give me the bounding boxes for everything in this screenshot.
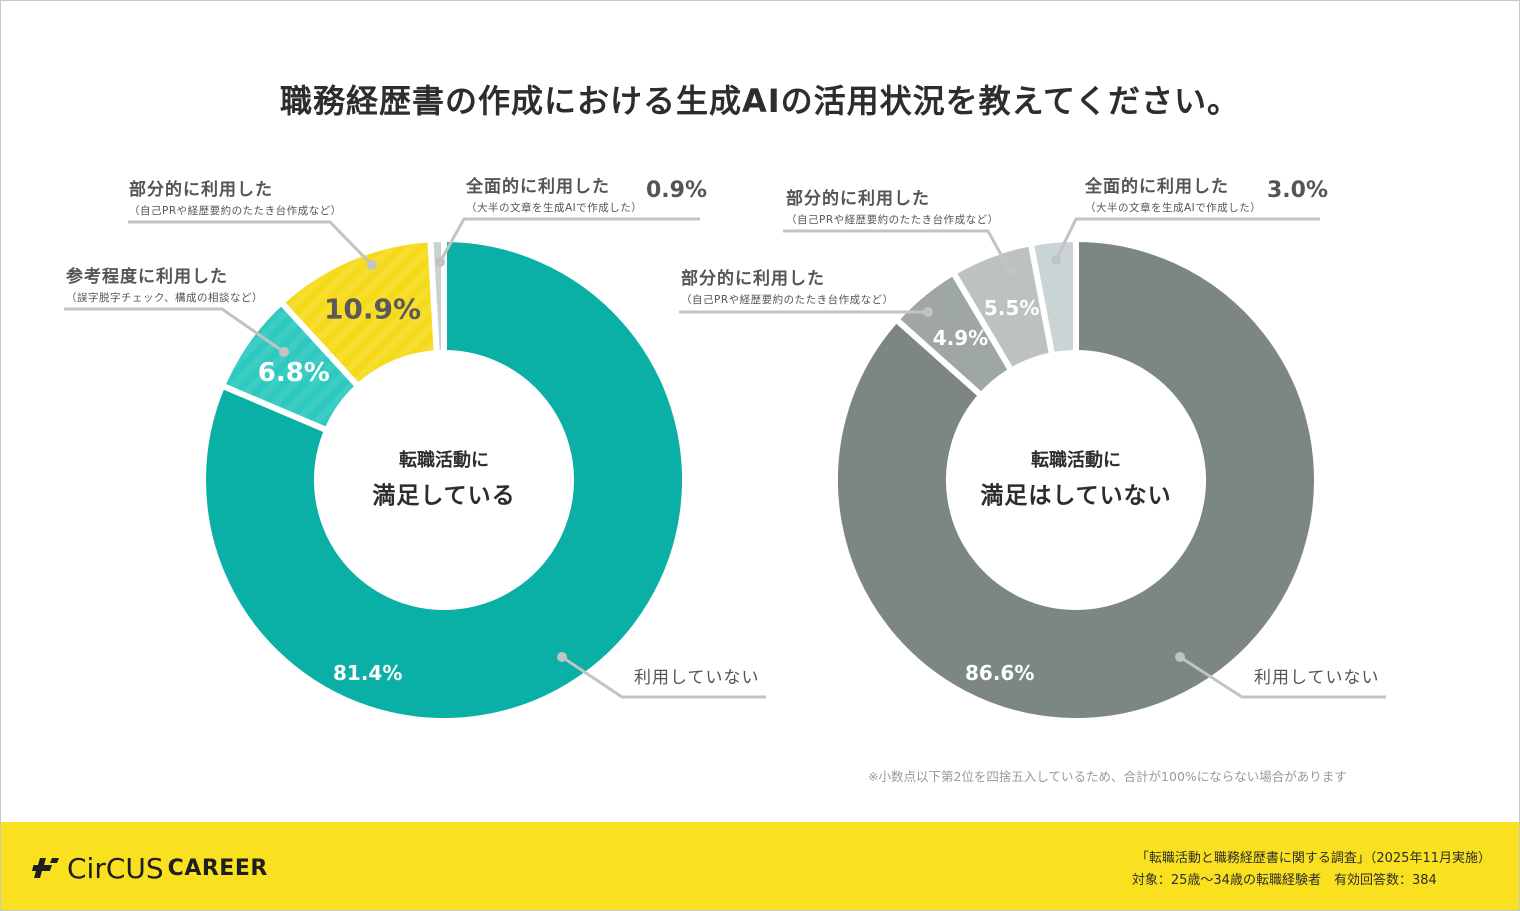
survey-target: 対象：25歳〜34歳の転職経験者 有効回答数：384: [1131, 873, 1437, 888]
right-label-full: 全面的に利用した （大半の文章を生成AIで作成した）: [1085, 172, 1261, 215]
rounding-note: ※小数点以下第2位を四捨五入しているため、合計が100%にならない場合があります: [868, 769, 1347, 784]
right-pct-full: 3.0%: [1267, 178, 1329, 203]
left-label-partial-main: 部分的に利用した: [129, 180, 273, 200]
leader-left-partial: [128, 220, 374, 267]
leader-right-full-dot: [1051, 255, 1061, 265]
right-center-label: 転職活動に 満足はしていない: [956, 446, 1196, 510]
donut-1-slice-3: [1027, 235, 1079, 359]
donut-0-slice-2-value-label: 10.9%: [324, 292, 421, 325]
left-label-full-sub: （大半の文章を生成AIで作成した）: [466, 202, 643, 214]
left-center-line2: 満足している: [372, 483, 516, 509]
left-label-reference-main: 参考程度に利用した: [66, 267, 228, 287]
leader-left-reference-dot: [279, 347, 289, 357]
donut-0-slice-1-value-label: 6.8%: [258, 358, 330, 388]
right-label-partial-b-sub: （自己PRや経歴要約のたたき台作成など）: [786, 214, 999, 226]
donut-1-slice-1-value-label: 4.9%: [933, 326, 988, 350]
donut-not-satisfied: 86.6% 4.9% 5.5%: [832, 235, 1320, 724]
leader-lines: [64, 217, 1386, 699]
leader-right-partial-b-dot: [1005, 266, 1015, 276]
leader-left-unused-dot: [557, 652, 567, 662]
left-label-full-main: 全面的に利用した: [466, 177, 610, 197]
donut-1-slice-0: [832, 235, 1320, 724]
left-label-unused: 利用していない: [634, 668, 760, 688]
donut-1-slice-0-value-label: 86.6%: [965, 661, 1034, 685]
chart-title: 職務経歴書の作成における生成AIの活用状況を教えてください。: [279, 82, 1241, 120]
donut-0-slice-0: [200, 235, 688, 724]
leader-right-unused: [1179, 655, 1386, 699]
leader-left-full: [438, 217, 700, 263]
right-label-partial-b-main: 部分的に利用した: [786, 189, 930, 209]
right-label-full-main: 全面的に利用した: [1085, 177, 1229, 197]
right-label-partial-a-sub: （自己PRや経歴要約のたたき台作成など）: [681, 294, 894, 306]
circus-logo-icon: [32, 857, 59, 878]
leader-right-unused-dot: [1175, 652, 1185, 662]
leader-left-partial-dot: [367, 260, 377, 270]
right-label-partial-a: 部分的に利用した （自己PRや経歴要約のたたき台作成など）: [681, 264, 894, 307]
right-center-line1: 転職活動に: [1031, 450, 1121, 471]
left-label-reference-sub: （誤字脱字チェック、構成の相談など）: [66, 292, 264, 304]
donut-0-slice-3: [427, 235, 447, 357]
logo-career-text: CAREER: [167, 856, 268, 881]
right-label-full-sub: （大半の文章を生成AIで作成した）: [1085, 202, 1262, 214]
left-center-label: 転職活動に 満足している: [344, 446, 544, 510]
left-center-line1: 転職活動に: [399, 450, 489, 471]
donut-0-slice-2-stripes: [285, 242, 436, 384]
donut-0-slice-1-stripes: [225, 306, 356, 428]
leader-right-partial-a-dot: [923, 307, 933, 317]
right-label-partial-b: 部分的に利用した （自己PRや経歴要約のたたき台作成など）: [786, 184, 999, 227]
logo-circus-text: CirCUS: [67, 852, 164, 885]
footer-bar: CirCUS CAREER 「転職活動と職務経歴書に関する調査」（2025年11…: [1, 822, 1519, 910]
left-label-full: 全面的に利用した （大半の文章を生成AIで作成した）: [466, 172, 642, 215]
survey-title: 「転職活動と職務経歴書に関する調査」（2025年11月実施）: [1135, 851, 1491, 866]
left-label-partial-sub: （自己PRや経歴要約のたたき台作成など）: [129, 205, 342, 217]
leader-left-full-dot: [435, 257, 445, 267]
right-label-partial-a-main: 部分的に利用した: [681, 269, 825, 289]
left-pct-full: 0.9%: [646, 178, 708, 203]
left-label-reference: 参考程度に利用した （誤字脱字チェック、構成の相談など）: [66, 262, 263, 305]
leader-right-full: [1054, 217, 1320, 261]
leader-left-unused: [561, 655, 766, 699]
leader-right-partial-b: [783, 229, 1012, 272]
donut-0-slice-0-value-label: 81.4%: [333, 661, 402, 685]
survey-info: 「転職活動と職務経歴書に関する調査」（2025年11月実施） 対象：25歳〜34…: [1132, 848, 1491, 892]
leader-left-reference: [64, 307, 285, 354]
donut-satisfied: 81.4% 6.8% 10.9%: [200, 235, 688, 724]
right-center-line2: 満足はしていない: [980, 483, 1172, 509]
right-label-unused: 利用していない: [1254, 668, 1380, 688]
left-label-partial: 部分的に利用した （自己PRや経歴要約のたたき台作成など）: [129, 175, 342, 218]
circus-career-logo: CirCUS CAREER: [31, 852, 268, 885]
donut-1-slice-2-value-label: 5.5%: [984, 296, 1039, 320]
